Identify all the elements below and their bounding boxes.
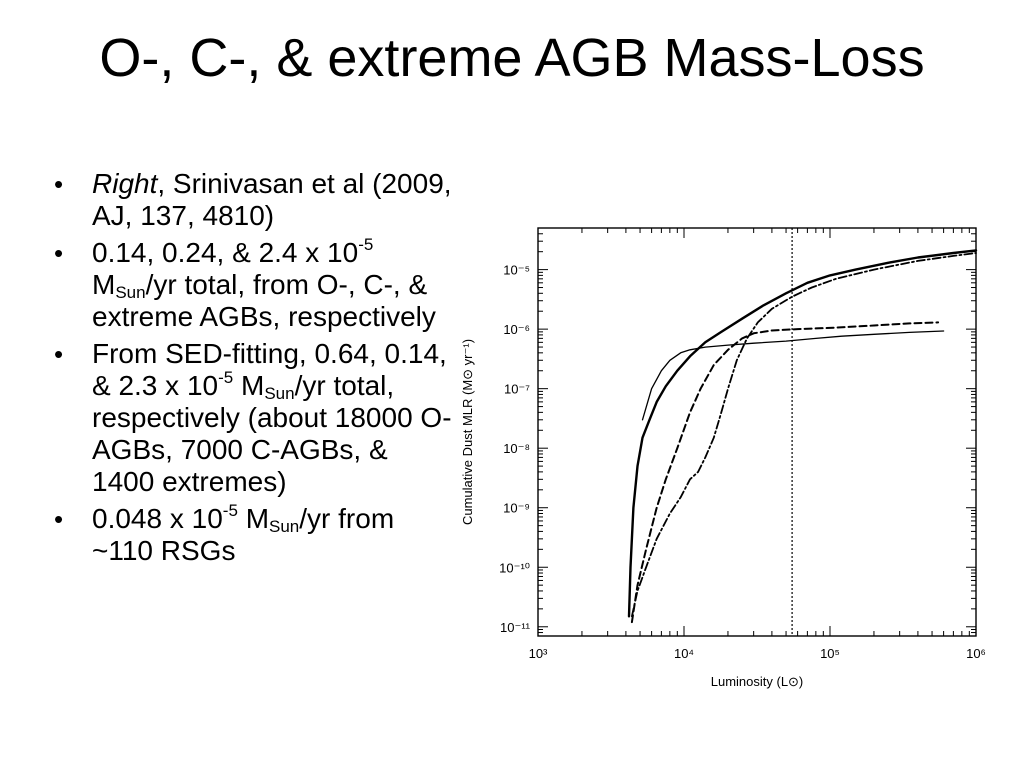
bullet-list: • Right, Srinivasan et al (2009, AJ, 137…: [52, 168, 452, 572]
exponent: -5: [358, 235, 374, 254]
bullet-text-tail: /yr from ~110 RSGs: [92, 503, 395, 566]
y-tick-label: 10⁻⁹: [503, 501, 530, 516]
bullet-dot: •: [54, 504, 64, 534]
bullet-italic-text: Right: [92, 168, 158, 199]
exponent: -5: [218, 368, 234, 387]
bullet-text: , Srinivasan et al (2009, AJ, 137, 4810): [92, 168, 452, 231]
series-line-2: [641, 330, 945, 421]
bullet-text: 0.14, 0.24, & 2.4 x 10: [92, 237, 359, 268]
bullet-dot: •: [54, 339, 64, 369]
bullet-item: • 0.14, 0.24, & 2.4 x 10-5 MSun/yr total…: [52, 235, 452, 333]
unit-subscript: Sun: [115, 283, 146, 302]
slide-title: O-, C-, & extreme AGB Mass-Loss: [99, 28, 925, 88]
bullet-text: From SED-fitting, 0.64, 0.14, & 2.3 x 10: [92, 338, 447, 401]
y-tick-label: 10⁻⁷: [504, 382, 530, 397]
series-line-1: [627, 249, 978, 618]
y-tick-label: 10⁻⁵: [503, 263, 530, 278]
unit-base: M: [245, 503, 270, 534]
y-tick-label: 10⁻⁸: [503, 441, 530, 456]
x-axis-label: Luminosity (L⊙): [711, 674, 804, 689]
x-tick-label: 10⁴: [674, 646, 694, 661]
unit-subscript: Sun: [269, 517, 300, 536]
unit-base: M: [92, 269, 116, 300]
y-tick-label: 10⁻¹⁰: [499, 560, 530, 575]
y-axis-label: Cumulative Dust MLR (M⊙ yr⁻¹): [460, 339, 475, 525]
y-tick-label: 10⁻⁶: [503, 322, 530, 337]
x-tick-label: 10³: [529, 646, 548, 661]
mass-loss-chart: 10³ 10⁴ 10⁵ 10⁶ 10⁻¹¹ 10⁻¹⁰ 10⁻⁹ 10⁻⁸ 10⁻⁷ 10⁻⁶ 10…: [460, 227, 986, 689]
unit-base: M: [241, 370, 265, 401]
x-tick-label: 10⁶: [966, 646, 986, 661]
bullet-text: 0.048 x 10: [92, 503, 223, 534]
exponent: -5: [222, 501, 238, 520]
y-tick-label: 10⁻¹¹: [500, 620, 531, 635]
bullet-dot: •: [54, 238, 64, 268]
plot-frame: [537, 227, 977, 637]
bullet-dot: •: [54, 169, 64, 199]
series-line-4: [630, 252, 977, 618]
bullet-text-tail: /yr total, respectively (about 18000 O-A…: [92, 370, 452, 497]
bullet-text-tail: /yr total, from O-, C-, & extreme AGBs, …: [92, 269, 436, 332]
series-line-3: [630, 321, 940, 624]
bullet-item: • 0.048 x 10-5 MSun/yr from ~110 RSGs: [52, 501, 452, 567]
bullet-item: • Right, Srinivasan et al (2009, AJ, 137…: [52, 168, 452, 232]
unit-subscript: Sun: [264, 384, 295, 403]
chart-container: 10³ 10⁴ 10⁵ 10⁶ 10⁻¹¹ 10⁻¹⁰ 10⁻⁹ 10⁻⁸ 10⁻⁷ 10⁻⁶ 10…: [450, 200, 990, 690]
x-tick-label: 10⁵: [820, 646, 840, 661]
bullet-item: • From SED-fitting, 0.64, 0.14, & 2.3 x …: [52, 338, 452, 498]
